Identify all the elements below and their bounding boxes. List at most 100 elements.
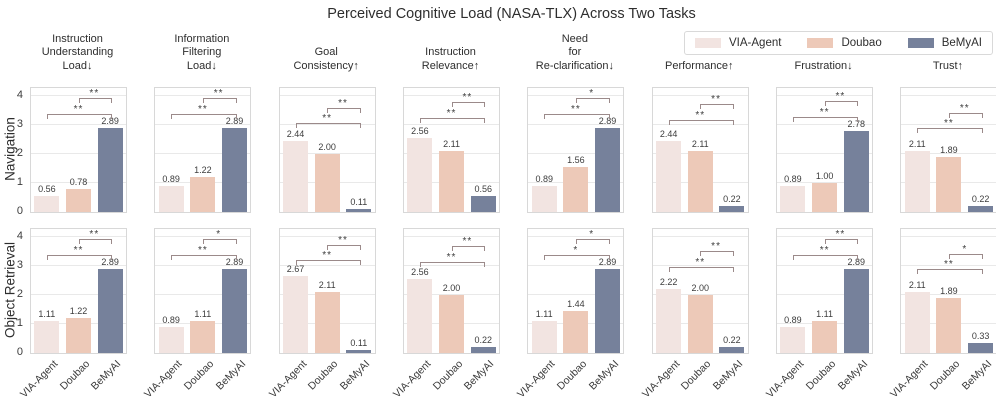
bar-value-label: 1.22: [194, 164, 212, 175]
bar-value-label: 2.11: [691, 138, 709, 149]
gridline: [404, 95, 500, 97]
bar-via-agent: [283, 275, 309, 353]
sig-label: **: [73, 245, 84, 257]
column-title: Instruction Relevance↑: [389, 46, 513, 73]
gridline: [777, 265, 873, 267]
sig-label: **: [835, 229, 846, 241]
bar-value-label: 1.56: [567, 154, 585, 165]
gridline: [777, 124, 873, 126]
gridline: [404, 236, 500, 238]
bar-via-agent: [531, 186, 557, 212]
y-tick-label: 1: [16, 317, 23, 330]
subplot-navigation-2: 2.44 2.00 0.11 ** **: [278, 87, 376, 213]
legend-item: VIA-Agent: [695, 37, 781, 49]
bar-doubao: [190, 176, 216, 212]
legend: VIA-Agent Doubao BeMyAI: [684, 31, 993, 55]
bar-via-agent: [531, 320, 557, 353]
sig-bracket: [327, 244, 361, 250]
bar-value-label: 2.11: [908, 279, 926, 290]
gridline: [31, 182, 126, 184]
sig-bracket: [668, 266, 734, 272]
sig-label: **: [959, 103, 970, 115]
bar-bemyai: [843, 269, 869, 353]
bar-value-label: 0.89: [784, 174, 802, 185]
subplot-navigation-0: 0.56 0.78 2.89 ** **: [30, 87, 127, 213]
bar-value-label: 2.89: [101, 257, 119, 268]
bar-bemyai: [968, 343, 994, 353]
gridline: [31, 294, 126, 296]
subplot-navigation-1: 0.89 1.22 2.89 ** **: [154, 87, 252, 213]
x-tick-label-bemyai: BeMyAI: [337, 358, 373, 393]
sig-label: *: [589, 88, 595, 100]
x-tick-label-via-agent: VIA-Agent: [142, 358, 185, 401]
bar-doubao: [439, 295, 465, 353]
sig-label: **: [819, 245, 830, 257]
x-tick-label-doubao: Doubao: [679, 358, 714, 393]
sig-bracket: [419, 261, 486, 267]
subplot-object-retrieval-4: 1.11 1.44 2.89 * *: [527, 228, 625, 354]
bar-value-label: 2.44: [286, 129, 305, 140]
x-tick-label-bemyai: BeMyAI: [710, 358, 746, 393]
bar-value-label: 0.56: [38, 183, 56, 194]
bar-bemyai: [222, 128, 247, 212]
bar-value-label: 0.89: [162, 174, 180, 185]
sig-bracket: [700, 104, 734, 110]
bar-value-label: 0.22: [971, 193, 990, 204]
bar-value-label: 1.11: [816, 308, 834, 319]
gridline: [901, 153, 996, 155]
bar-value-label: 1.00: [815, 171, 834, 182]
x-tick-label-bemyai: BeMyAI: [959, 358, 995, 393]
sig-label: **: [446, 251, 457, 263]
sig-bracket: [792, 255, 859, 261]
sig-bracket: [792, 116, 859, 122]
bar-via-agent: [780, 186, 806, 212]
y-tick-label: 4: [16, 89, 23, 102]
sig-label: **: [835, 90, 846, 102]
bar-doubao: [936, 298, 962, 353]
y-tick-label: 0: [16, 205, 23, 217]
legend-label: Doubao: [841, 37, 882, 49]
bar-value-label: 2.89: [225, 116, 244, 127]
sig-label: **: [446, 108, 457, 120]
x-tick-label-via-agent: VIA-Agent: [639, 358, 683, 401]
sig-label: *: [589, 229, 595, 241]
subplot-object-retrieval-2: 2.67 2.11 0.11 ** **: [278, 228, 376, 354]
bar-via-agent: [283, 141, 309, 212]
x-tick-label-bemyai: BeMyAI: [835, 358, 870, 393]
bar-doubao: [936, 157, 962, 212]
sig-bracket: [824, 100, 859, 106]
bar-doubao: [687, 150, 713, 212]
y-tick-label: 4: [16, 230, 23, 243]
gridline: [652, 124, 748, 126]
bar-bemyai: [719, 346, 745, 353]
gridline: [528, 153, 624, 155]
subplot-object-retrieval-3: 2.56 2.00 0.22 ** **: [403, 228, 501, 354]
bar-value-label: 1.22: [69, 305, 88, 316]
sig-label: **: [711, 241, 721, 253]
gridline: [279, 153, 375, 155]
x-tick-label-via-agent: VIA-Agent: [888, 358, 931, 401]
gridline: [652, 265, 748, 267]
bar-value-label: 2.00: [318, 142, 336, 153]
subplot-object-retrieval-7: 2.11 1.89 0.33 ** *: [900, 228, 996, 354]
gridline: [155, 95, 251, 97]
subplot-navigation-3: 2.56 2.11 0.56 ** **: [403, 87, 501, 213]
bar-doubao: [812, 320, 838, 353]
column-title-line: Load↓: [186, 59, 217, 72]
sig-bracket: [171, 114, 237, 120]
bar-bemyai: [97, 269, 123, 353]
column-title: Frustration↓: [762, 60, 886, 74]
sig-label: **: [73, 104, 84, 116]
bar-value-label: 2.00: [442, 283, 461, 294]
sig-bracket: [948, 254, 983, 260]
sig-label: **: [462, 236, 473, 248]
column-title-line: Information: [174, 32, 230, 45]
sig-label: **: [89, 88, 100, 100]
sig-label: *: [216, 229, 222, 241]
bar-value-label: 1.89: [940, 286, 958, 297]
column-title-line: for: [568, 46, 582, 58]
bar-via-agent: [656, 288, 682, 353]
bar-value-label: 2.89: [101, 116, 119, 127]
gridline: [31, 153, 126, 155]
bar-value-label: 2.44: [659, 129, 678, 140]
